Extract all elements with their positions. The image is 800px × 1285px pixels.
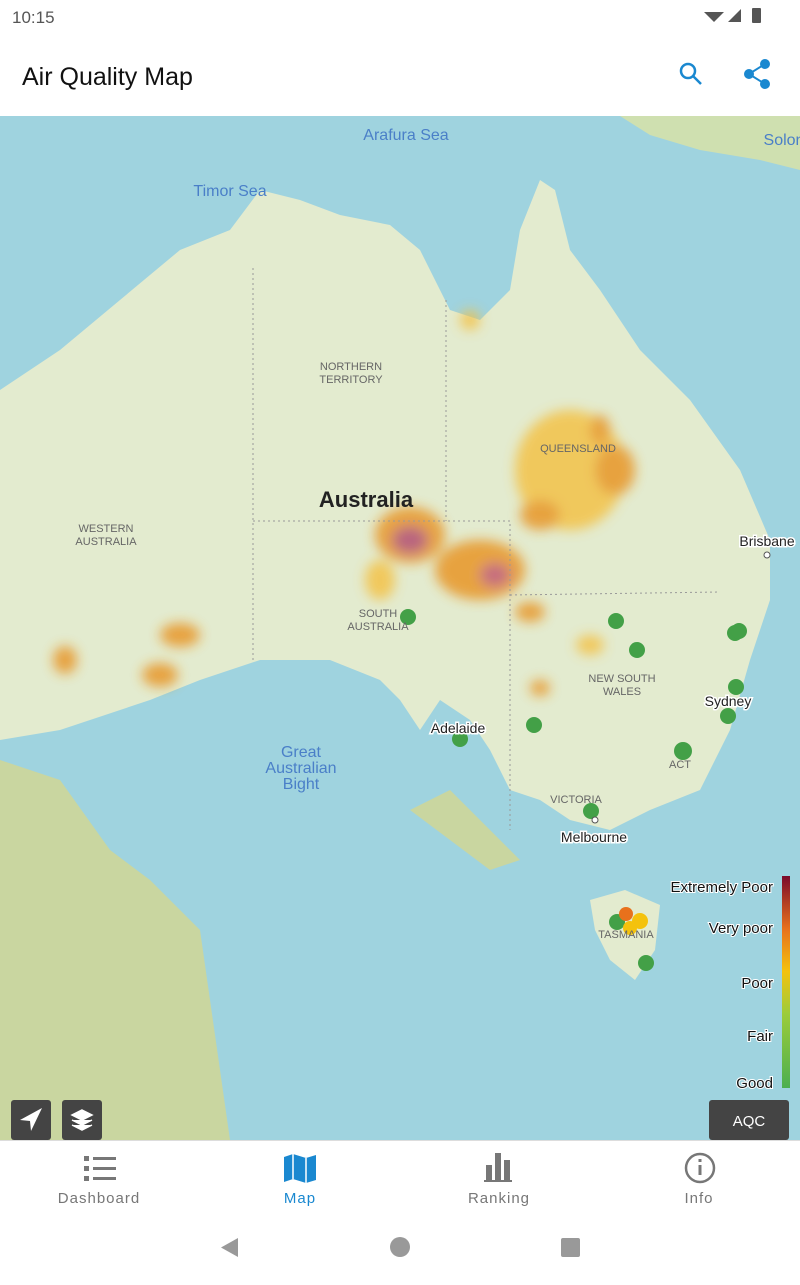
battery-icon — [752, 8, 761, 23]
map-label: NEW SOUTH — [588, 673, 655, 685]
back-button[interactable] — [221, 1238, 238, 1257]
legend-label: Extremely Poor — [670, 879, 773, 896]
nav-label: Info — [684, 1190, 713, 1207]
map-label: Great — [281, 744, 322, 761]
map-label: Timor Sea — [193, 183, 266, 200]
map-label: Solon — [764, 132, 800, 149]
nav-label: Map — [284, 1190, 316, 1207]
recents-button[interactable] — [561, 1238, 580, 1257]
map-label: QUEENSLAND — [540, 443, 616, 455]
legend-label: Poor — [741, 975, 773, 992]
share-button[interactable] — [744, 59, 770, 89]
map-label: ACT — [669, 759, 691, 771]
map-label: Bight — [283, 776, 320, 793]
map-label: AUSTRALIA — [347, 621, 409, 633]
nav-ranking[interactable]: Ranking — [468, 1153, 530, 1207]
app-title: Air Quality Map — [22, 63, 193, 91]
map-label: WESTERN — [79, 523, 134, 535]
station-marker[interactable] — [619, 907, 633, 921]
legend-bar — [782, 876, 790, 1088]
city-dot — [763, 551, 771, 559]
bottom-nav — [0, 1140, 800, 1220]
locate-button[interactable] — [11, 1100, 51, 1140]
nav-info[interactable]: Info — [684, 1152, 716, 1207]
signal-icon — [728, 9, 741, 22]
wifi-icon — [704, 12, 724, 22]
nav-label: Ranking — [468, 1190, 530, 1207]
map-label: NORTHERN — [320, 361, 382, 373]
nav-label: Dashboard — [58, 1190, 140, 1207]
nav-map[interactable]: Map — [284, 1154, 316, 1207]
map-label: Brisbane — [739, 533, 794, 549]
search-button[interactable] — [679, 62, 702, 85]
map-label: Australian — [265, 760, 336, 777]
map-label: Adelaide — [431, 720, 486, 736]
legend-label: Good — [736, 1075, 773, 1092]
source-button-label: AQC — [733, 1113, 766, 1130]
city-dot — [591, 816, 599, 824]
station-markers[interactable] — [400, 609, 747, 971]
map-label: AUSTRALIA — [75, 536, 137, 548]
map-label: WALES — [603, 686, 641, 698]
layers-button[interactable] — [62, 1100, 102, 1140]
map-label: TASMANIA — [598, 929, 654, 941]
map-label: Arafura Sea — [363, 127, 448, 144]
home-button[interactable] — [390, 1237, 410, 1257]
map-label: VICTORIA — [550, 794, 602, 806]
legend-label: Very poor — [709, 920, 773, 937]
map-label: TERRITORY — [319, 374, 383, 386]
status-bar — [0, 0, 800, 40]
map-label: Sydney — [705, 693, 752, 709]
station-marker[interactable] — [623, 921, 637, 935]
legend-label: Fair — [747, 1028, 773, 1045]
nav-dashboard[interactable]: Dashboard — [58, 1156, 140, 1207]
status-time: 10:15 — [12, 8, 55, 27]
map[interactable]: Arafura Sea Timor Sea Solon NORTHERN TER… — [0, 116, 800, 1140]
map-label: Australia — [319, 487, 414, 512]
map-label: SOUTH — [359, 608, 398, 620]
map-label: Melbourne — [561, 829, 627, 845]
source-button[interactable]: AQC — [709, 1100, 789, 1140]
